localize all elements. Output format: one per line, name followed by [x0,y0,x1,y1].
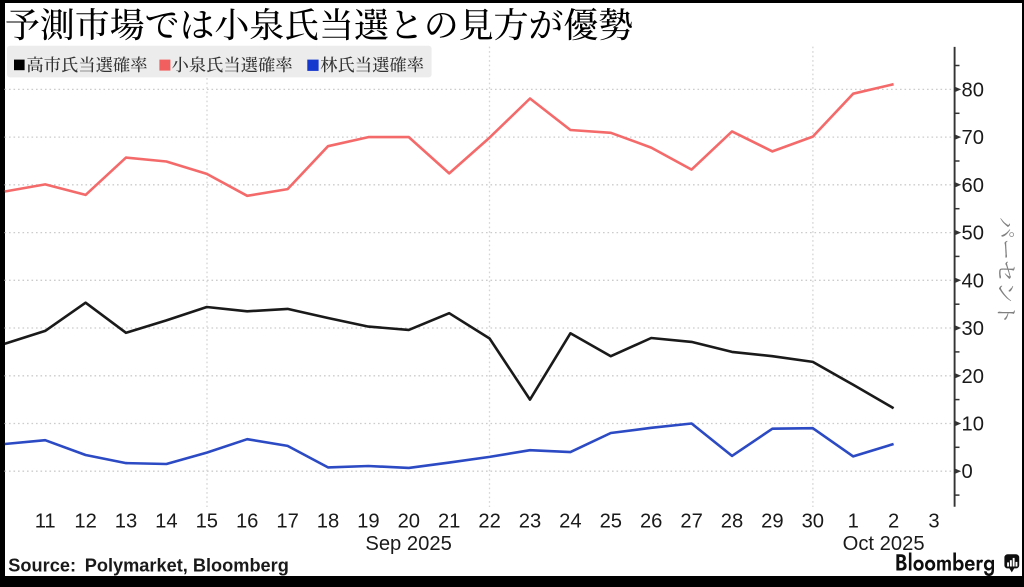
svg-text:0: 0 [962,461,973,483]
svg-text:70: 70 [962,127,984,149]
svg-text:25: 25 [600,511,622,533]
svg-text:60: 60 [962,175,984,197]
svg-text:80: 80 [962,79,984,101]
svg-text:26: 26 [640,511,662,533]
svg-text:Source: Polymarket, Bloomberg: Source: Polymarket, Bloomberg [8,556,289,576]
svg-text:1: 1 [848,511,859,533]
svg-text:17: 17 [276,511,298,533]
svg-text:18: 18 [317,511,339,533]
svg-text:24: 24 [559,511,581,533]
svg-text:14: 14 [155,511,177,533]
svg-text:21: 21 [438,511,460,533]
svg-text:Sep 2025: Sep 2025 [365,533,451,555]
svg-text:15: 15 [196,511,218,533]
svg-text:50: 50 [962,223,984,245]
svg-text:16: 16 [236,511,258,533]
svg-text:30: 30 [962,318,984,340]
svg-text:23: 23 [519,511,541,533]
svg-text:27: 27 [680,511,702,533]
svg-text:2: 2 [888,511,899,533]
svg-text:13: 13 [115,511,137,533]
svg-text:Oct 2025: Oct 2025 [843,533,925,555]
svg-text:30: 30 [802,511,824,533]
svg-text:3: 3 [928,511,939,533]
svg-text:29: 29 [761,511,783,533]
svg-text:28: 28 [721,511,743,533]
svg-text:20: 20 [398,511,420,533]
svg-text:10: 10 [962,414,984,436]
svg-text:40: 40 [962,270,984,292]
svg-text:20: 20 [962,366,984,388]
svg-text:11: 11 [35,511,56,533]
svg-text:19: 19 [357,511,379,533]
svg-text:12: 12 [74,511,96,533]
svg-text:22: 22 [478,511,500,533]
